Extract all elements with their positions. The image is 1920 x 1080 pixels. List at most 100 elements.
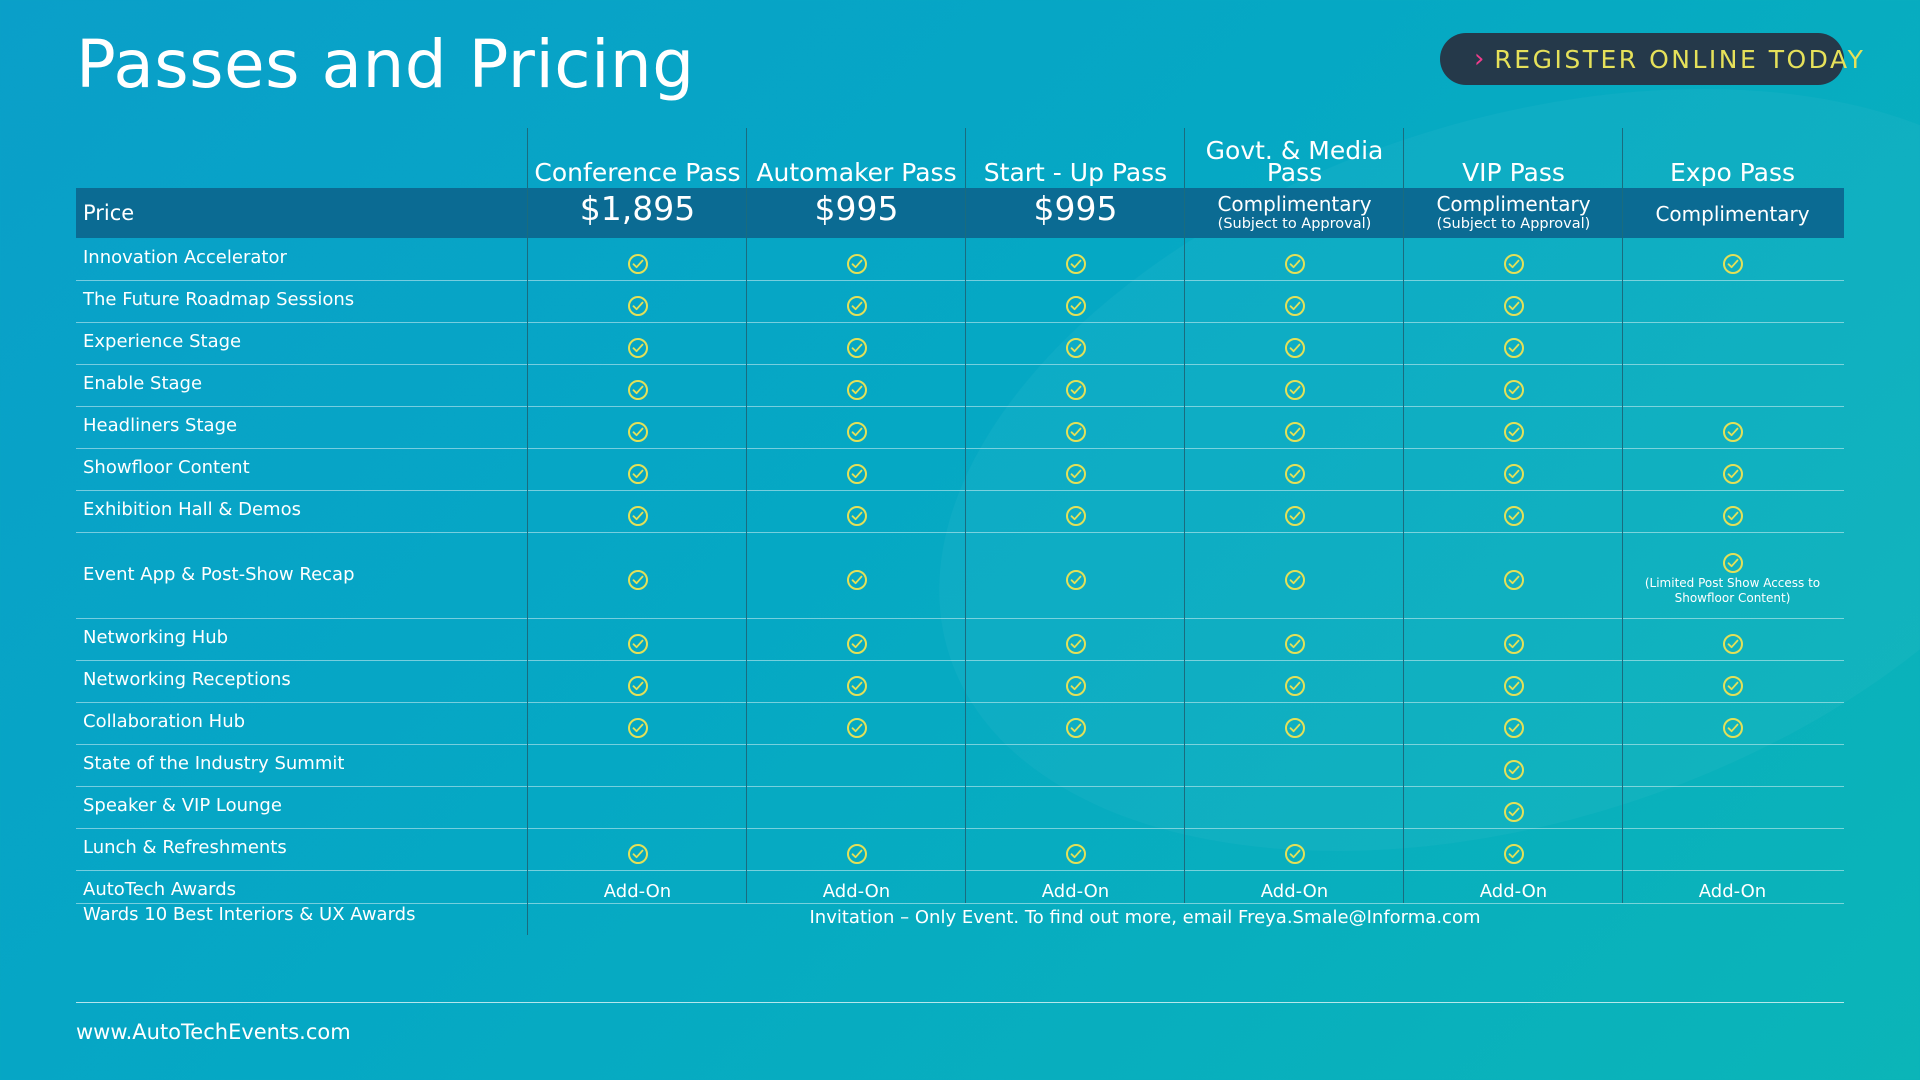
check-icon: [1722, 633, 1743, 654]
table-cell: [747, 415, 966, 448]
check-icon: [627, 295, 648, 316]
column-divider: [527, 128, 528, 935]
price-value: Complimentary: [1655, 202, 1810, 226]
column-divider: [965, 128, 966, 903]
check-icon: [1503, 759, 1524, 780]
table-cell: [1623, 247, 1842, 280]
table-cell: [1404, 795, 1623, 828]
row-divider: [76, 322, 1844, 323]
table-cell: [1623, 457, 1842, 490]
check-icon: [1065, 633, 1086, 654]
table-cell: [1623, 837, 1842, 870]
price-cell: $1,895: [528, 188, 747, 238]
table-cell: [966, 753, 1185, 786]
table-cell: [1185, 837, 1404, 870]
row-divider: [76, 702, 1844, 703]
register-button[interactable]: › REGISTER ONLINE TODAY: [1440, 33, 1863, 85]
check-icon: [1284, 505, 1305, 526]
table-cell: [1185, 247, 1404, 280]
table-cell: [528, 247, 747, 280]
price-band: [76, 188, 1844, 238]
check-icon: [1503, 463, 1524, 484]
check-icon: [846, 253, 867, 274]
table-cell: [747, 499, 966, 532]
row-divider: [76, 448, 1844, 449]
table-cell: [1404, 753, 1623, 786]
table-cell: [1185, 627, 1404, 660]
table-cell: [528, 795, 747, 828]
check-icon: [1503, 717, 1524, 738]
check-icon: [627, 421, 648, 442]
check-icon: [627, 675, 648, 696]
check-icon: [846, 633, 867, 654]
table-cell: [966, 837, 1185, 870]
table-cell: [747, 837, 966, 870]
table-cell: [1623, 795, 1842, 828]
check-icon: [1065, 717, 1086, 738]
table-cell: [1623, 415, 1842, 448]
table-cell: [528, 499, 747, 532]
column-header-label: Govt. & Media Pass: [1205, 136, 1384, 187]
row-label: Networking Receptions: [83, 669, 291, 690]
table-cell: [966, 499, 1185, 532]
table-cell: [1185, 669, 1404, 702]
column-divider: [1403, 128, 1404, 903]
table-cell: [1185, 373, 1404, 406]
check-icon: [1284, 717, 1305, 738]
table-cell: [1623, 753, 1842, 786]
check-icon: [1503, 801, 1524, 822]
check-icon: [627, 337, 648, 358]
chevron-right-icon: ›: [1474, 44, 1485, 74]
column-header: Conference Pass: [528, 128, 747, 188]
price-value: Complimentary: [1217, 192, 1372, 216]
table-cell: [1404, 247, 1623, 280]
row-divider: [76, 618, 1844, 619]
price-cell: Complimentary (Subject to Approval): [1404, 188, 1623, 238]
row-label: Wards 10 Best Interiors & UX Awards: [83, 904, 416, 925]
addon-label: Add-On: [822, 880, 891, 902]
check-icon: [1503, 295, 1524, 316]
table-cell: [1404, 837, 1623, 870]
table-cell: [1185, 499, 1404, 532]
table-cell: [1185, 711, 1404, 744]
price-row-label: Price: [83, 201, 135, 225]
column-header-label: VIP Pass: [1462, 158, 1565, 187]
check-icon: [1065, 675, 1086, 696]
check-icon: [627, 379, 648, 400]
check-icon: [1503, 379, 1524, 400]
table-cell: [1185, 753, 1404, 786]
table-cell: [747, 289, 966, 322]
table-cell: [528, 753, 747, 786]
check-icon: [1503, 569, 1524, 590]
table-cell: [1404, 415, 1623, 448]
row-divider: [76, 490, 1844, 491]
check-icon: [1503, 505, 1524, 526]
footer-website-link[interactable]: www.AutoTechEvents.com: [76, 1020, 351, 1044]
check-icon: [627, 253, 648, 274]
table-cell: [966, 289, 1185, 322]
row-label: Event App & Post-Show Recap: [83, 564, 355, 585]
table-cell: [1404, 499, 1623, 532]
check-icon: [627, 717, 648, 738]
check-icon: [846, 505, 867, 526]
column-header: Start - Up Pass: [966, 128, 1185, 188]
table-cell: [747, 457, 966, 490]
table-cell: Add-On: [1185, 879, 1404, 903]
price-cell: Complimentary: [1623, 188, 1842, 238]
check-icon: [1284, 633, 1305, 654]
check-icon: [846, 569, 867, 590]
check-icon: [1065, 463, 1086, 484]
price-note: (Subject to Approval): [1217, 216, 1372, 232]
table-cell: [747, 627, 966, 660]
check-icon: [627, 505, 648, 526]
table-cell: [747, 753, 966, 786]
price-value: Complimentary: [1436, 192, 1591, 216]
table-cell: [528, 627, 747, 660]
check-icon: [1722, 253, 1743, 274]
check-icon: [627, 463, 648, 484]
table-cell: [528, 373, 747, 406]
row-label: Networking Hub: [83, 627, 229, 648]
column-header: Automaker Pass: [747, 128, 966, 188]
table-cell: [1404, 373, 1623, 406]
table-cell: [966, 795, 1185, 828]
